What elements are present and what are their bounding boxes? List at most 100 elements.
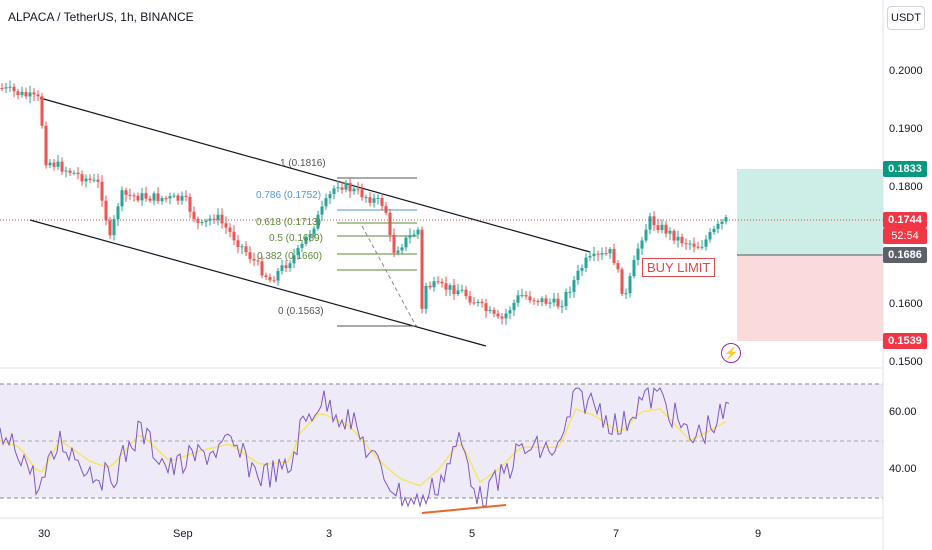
candle-body [636,248,640,260]
candle-body [248,252,252,259]
candle-body [660,224,664,231]
candle-body [204,220,208,223]
candle-body [680,236,684,244]
candle-body [604,253,608,255]
candle-body [312,228,316,235]
candle-body [308,234,312,238]
currency-button[interactable]: USDT [887,6,925,30]
candle-body [160,198,164,202]
candle-body [200,222,204,224]
candle-body [632,259,636,277]
candle-body [164,198,168,200]
candle-body [524,295,528,297]
candle-body [300,243,304,248]
candle-body [60,161,64,172]
candle-body [252,258,256,261]
rsi-label-60: 60.00 [889,406,917,418]
candle-body [588,256,592,258]
candle-body [368,197,372,203]
rsi-label-40: 40.00 [889,463,917,475]
candle-body [184,195,188,197]
candle-body [328,194,332,199]
candle-body [216,214,220,220]
candle-body [440,281,444,284]
candle-body [372,198,376,203]
entry-tag: 0.1686 [883,247,927,263]
candle-body [256,260,260,262]
price-label-0190: 0.1900 [889,123,923,135]
candle-body [708,232,712,240]
candle-body [176,195,180,201]
divergence-line[interactable] [421,504,507,514]
candle-body [196,218,200,223]
time-label-9: 9 [755,528,762,540]
candle-body [564,291,568,307]
candle-body [520,295,524,297]
candle-body [500,316,504,319]
candle-body [416,229,420,235]
take-profit-zone [737,169,883,255]
candle-body [44,125,48,166]
candle-body [276,270,280,281]
lightning-bolt-icon[interactable]: ⚡ [721,343,741,363]
candle-body [236,240,240,248]
buy-limit-label[interactable]: BUY LIMIT [642,258,716,277]
candle-body [340,187,344,190]
candle-body [376,198,380,200]
candle-body [676,236,680,241]
candle-body [600,253,604,255]
candle-body [324,198,328,207]
candle-body [540,298,544,303]
candle-body [436,281,440,283]
candle-body [292,255,296,264]
candle-body [400,247,404,251]
candle-body [88,178,92,180]
candle-body [156,193,160,202]
current-price-tag: 0.1744 [883,212,927,228]
fib-retracement[interactable] [337,177,417,327]
candle-body [332,188,336,195]
candle-body [244,246,248,253]
candle-body [576,270,580,281]
candle-body [460,289,464,291]
channel-lower-line[interactable] [29,219,487,347]
candlestick-series [0,80,728,325]
countdown-tag: 52:54 [883,228,927,244]
candle-body [644,229,648,241]
candle-body [552,298,556,303]
candle-body [320,206,324,215]
candle-body [12,86,16,92]
candle-body [476,301,480,304]
candle-body [428,285,432,288]
candle-body [232,231,236,241]
fib-label-0618: 0.618 (0.1713) [256,217,322,228]
candle-body [356,188,360,190]
candle-body [404,237,408,248]
candle-body [480,301,484,304]
candle-body [172,195,176,197]
candle-body [32,92,36,95]
candle-body [268,277,272,281]
fib-label-1: 1 (0.1816) [280,158,326,169]
candle-body [664,224,668,234]
symbol-title: ALPACA / TetherUS, 1h, BINANCE [8,10,194,24]
candle-body [284,265,288,269]
candle-body [120,190,124,207]
candle-body [24,91,28,97]
candle-body [364,197,368,199]
candle-body [104,200,108,221]
candle-body [548,302,552,304]
candle-body [128,194,132,196]
candle-body [124,190,128,195]
candle-body [132,195,136,197]
channel-upper-line[interactable] [39,97,591,253]
candle-body [8,86,12,88]
candle-body [220,214,224,224]
candle-body [96,179,100,182]
candle-body [280,265,284,271]
candle-body [420,229,424,309]
candle-body [48,162,52,166]
candle-body [72,172,76,174]
candle-body [140,193,144,201]
